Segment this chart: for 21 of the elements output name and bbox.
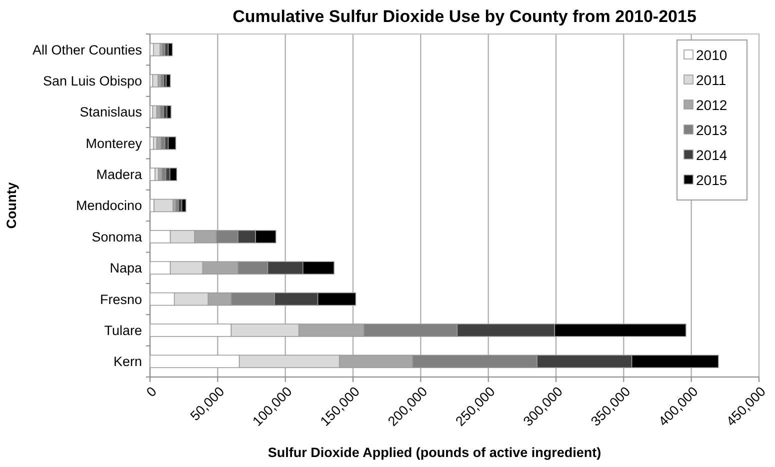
- y-tick-label: Stanislaus: [80, 104, 142, 120]
- x-axis-title: Sulfur Dioxide Applied (pounds of active ingredient): [268, 445, 602, 460]
- legend-label: 2010: [696, 46, 728, 63]
- y-tick-label: San Luis Obispo: [42, 74, 142, 88]
- y-tick-label: All Other Counties: [32, 42, 142, 58]
- y-tick-label: Kern: [113, 354, 142, 370]
- legend-label: 2014: [696, 146, 728, 163]
- y-axis-title: County: [4, 182, 19, 229]
- chart-title: Cumulative Sulfur Dioxide Use by County from 2010-2015: [232, 7, 696, 26]
- y-tick-label: Mendocino: [76, 198, 142, 214]
- y-tick-label: Tulare: [104, 322, 142, 338]
- legend-label: 2013: [696, 122, 728, 138]
- y-tick-label: Madera: [96, 167, 142, 182]
- legend-label: 2015: [696, 172, 728, 188]
- y-tick-label: Sonoma: [92, 229, 142, 244]
- y-tick-label: Fresno: [100, 292, 142, 307]
- legend-label: 2012: [696, 96, 728, 113]
- legend-label: 2011: [696, 72, 726, 88]
- y-tick-label: Napa: [110, 260, 142, 276]
- x-tick-label: 0: [144, 384, 160, 400]
- y-tick-label: Monterey: [86, 136, 142, 151]
